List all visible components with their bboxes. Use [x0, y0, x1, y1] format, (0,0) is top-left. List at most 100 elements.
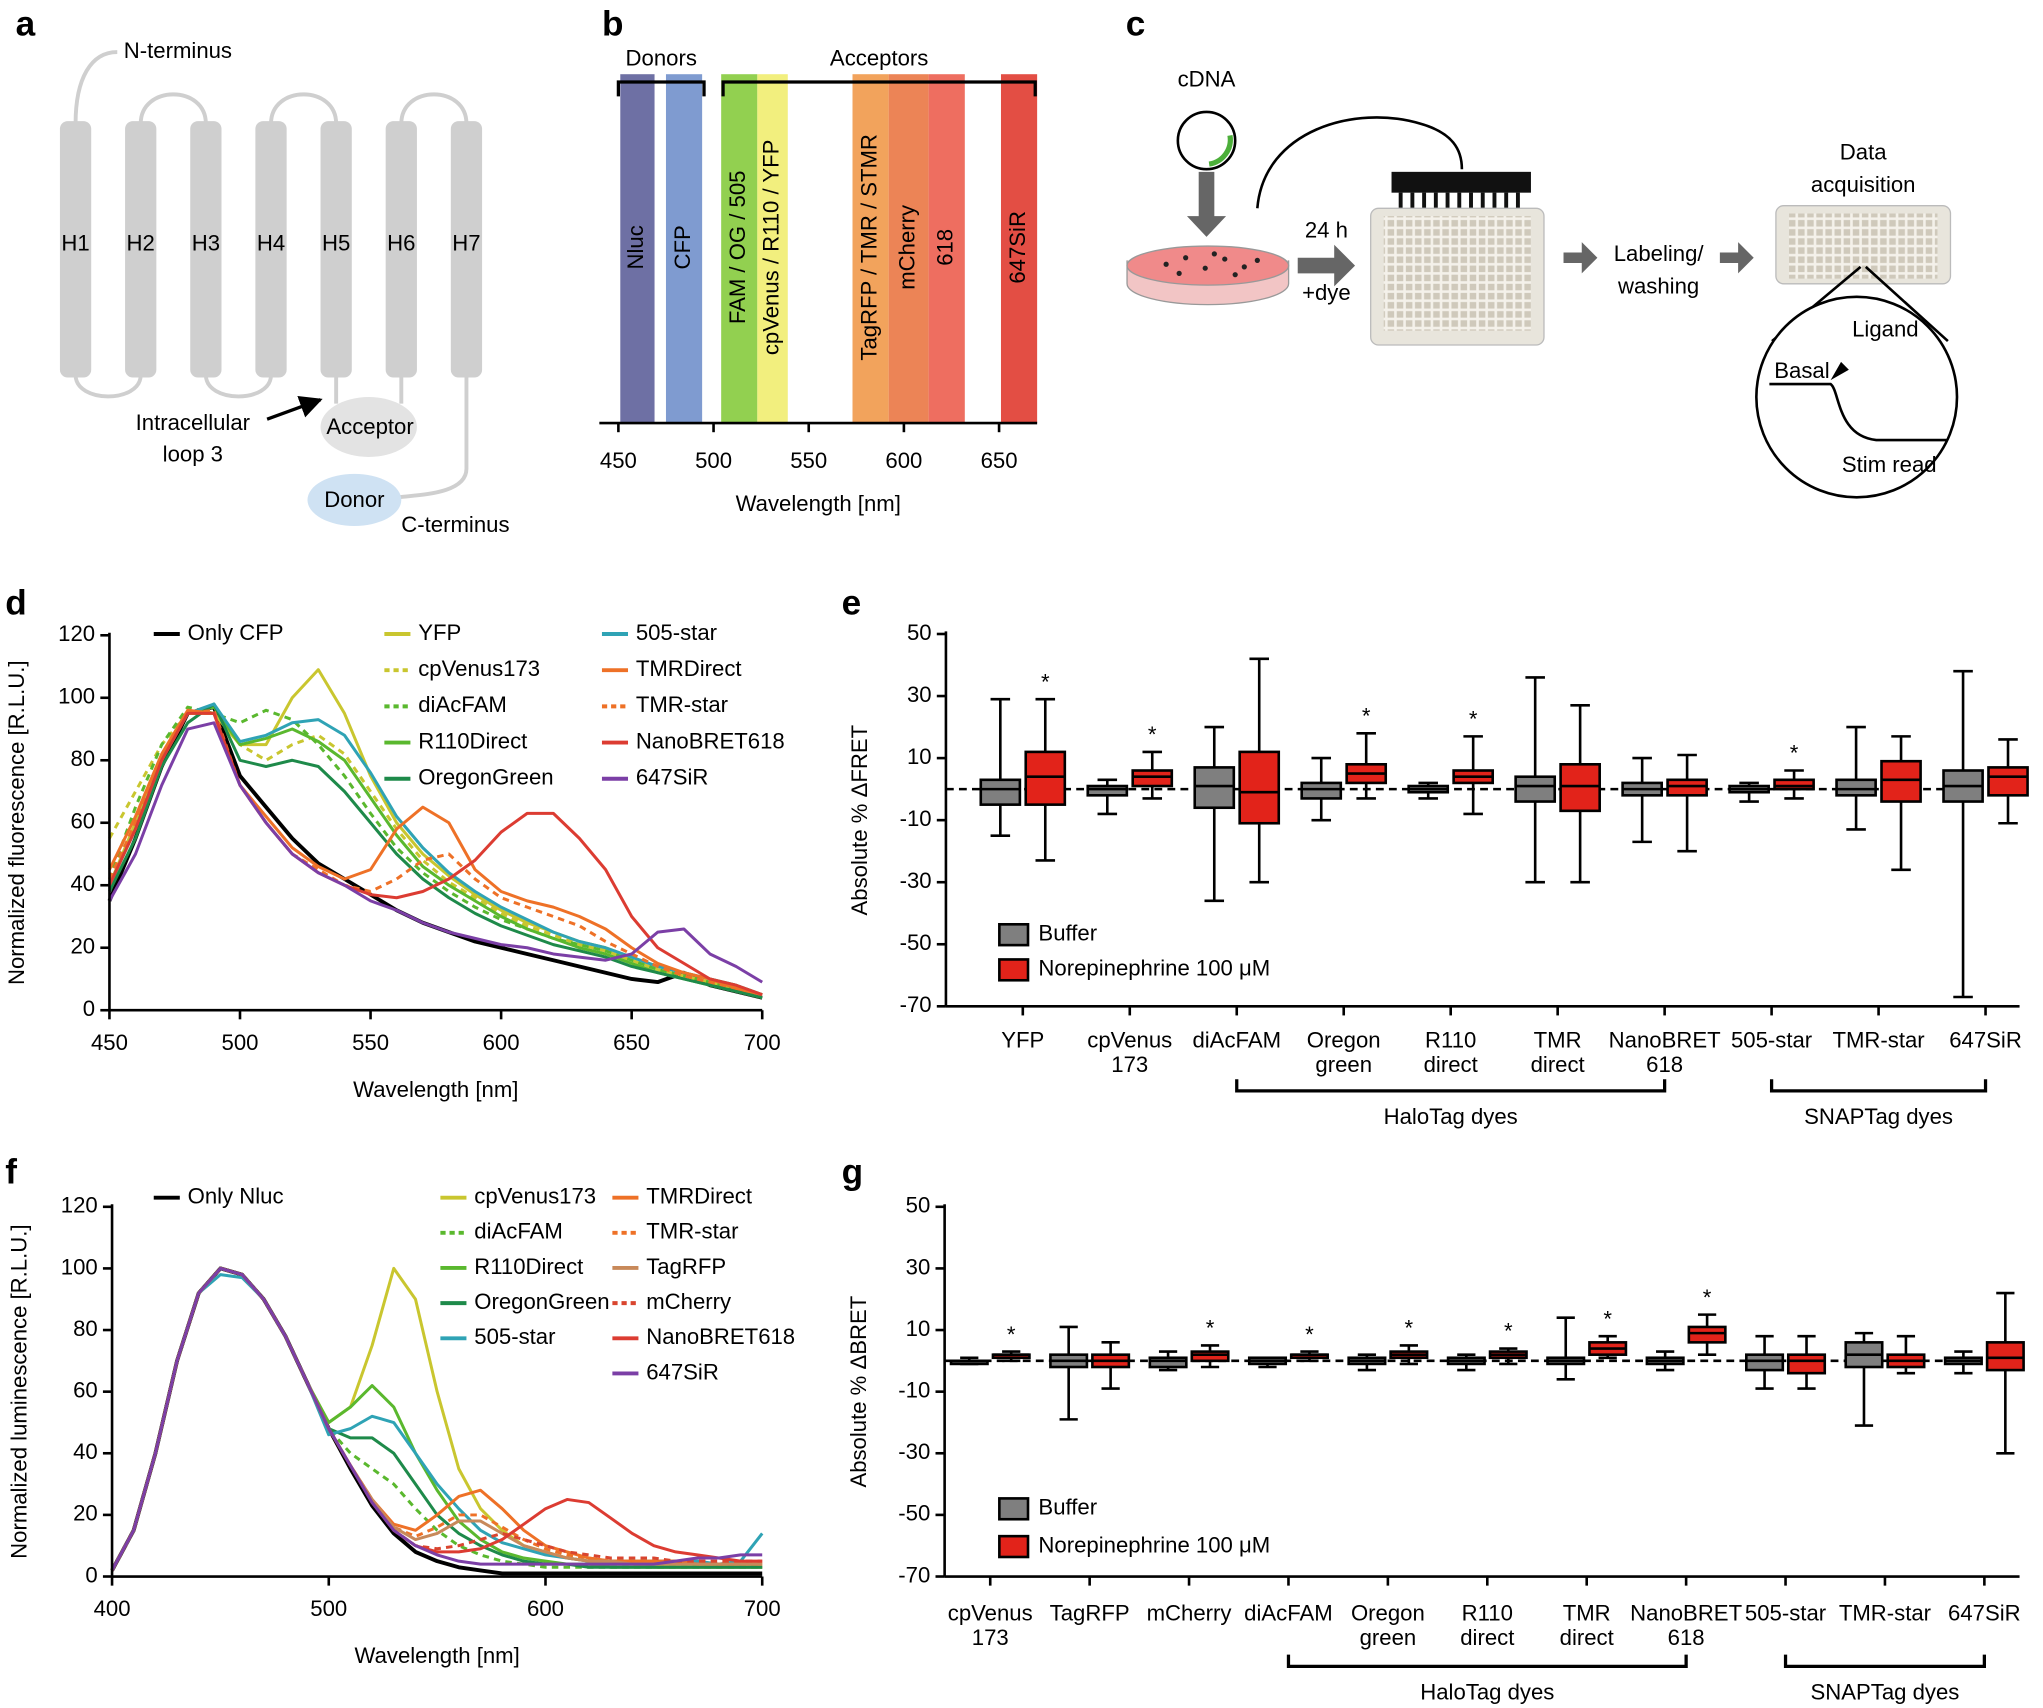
group-label: SNAPTag dyes: [1811, 1680, 1960, 1705]
x-tick-label: 600: [885, 448, 922, 473]
box: [1985, 1341, 2025, 1372]
band-label: 618: [933, 229, 958, 266]
helix-label: H4: [257, 231, 285, 256]
bracket: [1286, 1654, 1688, 1668]
y-tick-label: 40: [70, 871, 95, 896]
y-tick-label: 100: [58, 684, 95, 709]
legend-label: Norepinephrine 100 μM: [1038, 956, 1270, 981]
loop: [73, 374, 143, 399]
label: cDNA: [1178, 67, 1236, 92]
significance: *: [1362, 704, 1371, 729]
y-tick-label: 10: [906, 1316, 931, 1341]
helix-label: H2: [127, 231, 155, 256]
series-line: [110, 1266, 763, 1572]
legend-label: Norepinephrine 100 μM: [1038, 1532, 1270, 1557]
legend-label: 647SiR: [646, 1359, 719, 1384]
series-line: [108, 711, 763, 997]
x-tick-label: 500: [695, 448, 732, 473]
band-label: 647SiR: [1005, 211, 1030, 284]
label: 24 h: [1305, 218, 1348, 243]
bracket: [1235, 1079, 1667, 1093]
legend-label: TagRFP: [646, 1254, 726, 1279]
box: [979, 778, 1022, 806]
bracket: [721, 80, 1037, 97]
legend-label: TMRDirect: [646, 1184, 752, 1209]
loop: [399, 92, 469, 124]
legend-label: cpVenus173: [474, 1184, 596, 1209]
legend-label: TMR-star: [646, 1219, 738, 1244]
x-tick-label: R110 direct: [1424, 1027, 1478, 1077]
series-line: [110, 1273, 764, 1572]
band: [888, 74, 929, 424]
y-axis-label: Absolute % ΔBRET: [846, 1296, 871, 1488]
x-tick-label: 647SiR: [1948, 1600, 2021, 1625]
y-tick-label: 50: [906, 1193, 931, 1218]
label: loop 3: [163, 441, 223, 466]
helix-label: H7: [452, 231, 480, 256]
band: [721, 74, 758, 424]
y-axis-label: Absolute % ΔFRET: [847, 725, 872, 916]
donor: [307, 473, 402, 526]
group-label: Donors: [626, 46, 697, 71]
legend-swatch: [998, 958, 1030, 982]
significance: *: [1603, 1306, 1612, 1331]
x-axis-label: Wavelength [nm]: [353, 1077, 518, 1102]
x-tick-label: TagRFP: [1050, 1600, 1130, 1625]
legend-label: TMRDirect: [636, 656, 742, 681]
label: acquisition: [1811, 172, 1916, 197]
helix-label: H3: [192, 231, 220, 256]
series-line: [108, 705, 763, 997]
label: +dye: [1302, 280, 1351, 305]
panel-label: e: [842, 584, 862, 623]
legend-label: 505-star: [636, 620, 717, 645]
loop: [138, 92, 208, 124]
box: [1745, 1353, 1785, 1372]
box: [1024, 750, 1067, 806]
box: [1193, 766, 1236, 810]
x-tick-label: TMR-star: [1832, 1027, 1924, 1052]
y-tick-label: -50: [900, 930, 932, 955]
y-tick-label: 80: [73, 1316, 98, 1341]
topology: [73, 50, 469, 500]
helices: [59, 121, 483, 378]
series-line: [108, 702, 763, 1000]
x-tick-label: TMR direct: [1531, 1027, 1585, 1077]
group-label: HaloTag dyes: [1420, 1680, 1554, 1705]
label: washing: [1617, 274, 1699, 299]
n-tail: [73, 50, 118, 124]
x-tick-label: cpVenus 173: [1087, 1027, 1172, 1077]
y-tick-label: 60: [73, 1378, 98, 1403]
y-tick-label: -10: [900, 806, 932, 831]
x-tick-label: 647SiR: [1949, 1027, 2022, 1052]
label: Donor: [324, 487, 384, 512]
panel-label: f: [5, 1153, 17, 1192]
y-tick-label: -50: [898, 1501, 930, 1526]
legend-label: OregonGreen: [418, 765, 553, 790]
x-axis-label: Wavelength [nm]: [354, 1643, 519, 1668]
y-tick-label: 0: [83, 996, 95, 1021]
significance: *: [1790, 741, 1799, 766]
panel-label: a: [16, 4, 36, 43]
panel-label: g: [842, 1153, 863, 1192]
significance: *: [1405, 1316, 1414, 1341]
box: [1238, 750, 1281, 825]
x-tick-label: 450: [600, 448, 637, 473]
band: [928, 74, 965, 424]
y-axis-label: Normalized luminescence [R.L.U.]: [7, 1224, 32, 1558]
arrow: [266, 396, 323, 421]
label: Acceptor: [326, 414, 413, 439]
group-label: SNAPTag dyes: [1804, 1104, 1953, 1129]
label: N-terminus: [124, 38, 232, 63]
y-tick-label: 30: [906, 1254, 931, 1279]
y-tick-label: -30: [898, 1439, 930, 1464]
significance: *: [1206, 1316, 1215, 1341]
loop: [269, 92, 339, 124]
box: [1148, 1356, 1188, 1369]
panel-label: b: [602, 4, 623, 43]
group-label: HaloTag dyes: [1384, 1104, 1518, 1129]
helix-label: H5: [322, 231, 350, 256]
y-tick-label: 80: [70, 746, 95, 771]
legend-label: Buffer: [1038, 921, 1097, 946]
